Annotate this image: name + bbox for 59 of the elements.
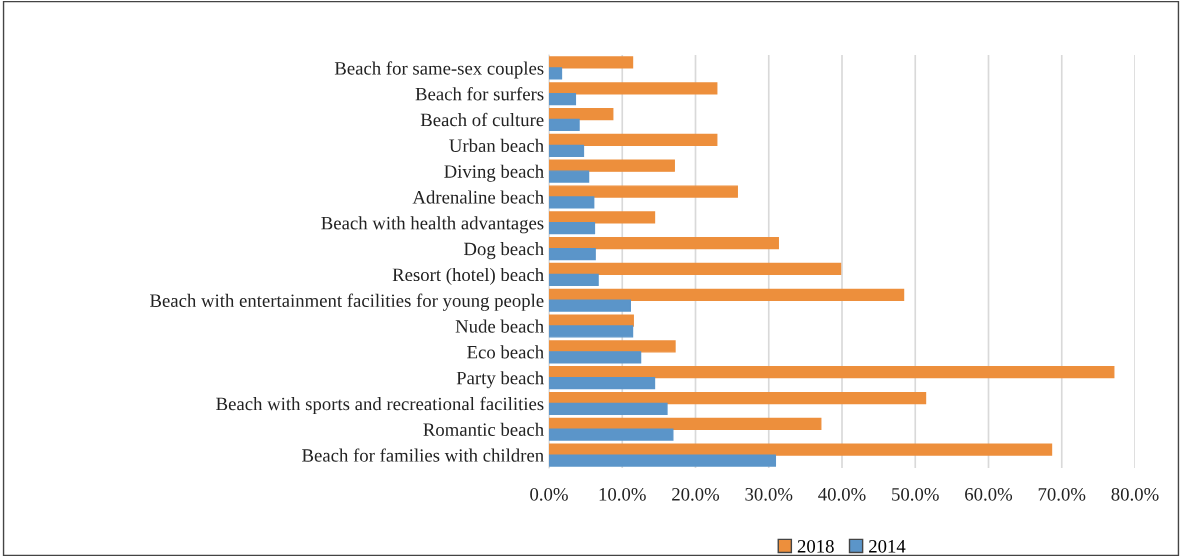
bar [549,196,595,209]
y-tick-label: Beach with sports and recreational facilities [216,396,544,415]
bar [549,340,676,353]
y-tick-label: Diving beach [444,164,544,182]
y-tick-label: Dog beach [463,242,544,260]
bar [549,222,596,235]
bar [549,417,822,430]
y-tick-label: Beach for surfers [415,87,544,101]
y-tick-label: Resort (hotel) beach [392,267,544,285]
bar [549,366,1115,379]
x-tick-label: 40.0% [818,487,866,501]
bar [549,211,656,224]
y-tick-label: Beach of culture [420,112,544,127]
y-tick-label: Nude beach [455,319,544,333]
y-tick-label: Adrenaline beach [412,190,544,204]
y-tick-label: Beach for families with children [302,448,544,462]
bar [549,443,1053,456]
bar [549,391,927,405]
x-tick-label: 50.0% [892,487,939,501]
x-tick-label: 30.0% [745,487,793,501]
y-tick-label: Beach with entertainment facilities for young people [150,293,544,311]
x-tick-label: 70.0% [1038,487,1086,501]
y-tick-label: Beach with health advantages [321,216,544,234]
bar [549,185,738,198]
y-tick-label: Romantic beach [423,422,544,436]
y-tick-label: Urban beach [449,138,544,153]
bar [549,56,634,69]
legend-label: 2018 [797,539,834,553]
legend-label: 2014 [869,539,906,553]
x-tick-label: 10.0% [599,487,646,501]
bar [549,314,634,327]
bar [549,237,779,250]
x-tick-label: 0.0% [530,487,568,501]
bar [549,402,668,416]
bar [549,118,580,132]
bar [549,428,674,441]
bar [549,247,596,261]
bar [549,133,718,147]
bar [549,454,777,467]
bar [549,262,842,276]
bar [549,107,614,121]
y-tick-label: Beach for same-sex couples [334,61,544,79]
bar [549,159,675,172]
bar [549,93,577,106]
x-tick-label: 80.0% [1111,487,1159,501]
bar [549,299,632,312]
bar [549,67,563,80]
x-tick-label: 20.0% [672,487,720,501]
x-tick-label: 60.0% [965,487,1013,501]
bar [549,325,634,338]
y-tick-label: Eco beach [467,345,544,359]
bar [549,144,585,157]
bar [549,288,905,301]
bar [549,351,642,364]
bar [549,82,718,95]
bar [549,376,656,390]
bar [549,170,590,183]
y-tick-label: Party beach [456,371,544,389]
bar [549,273,599,286]
